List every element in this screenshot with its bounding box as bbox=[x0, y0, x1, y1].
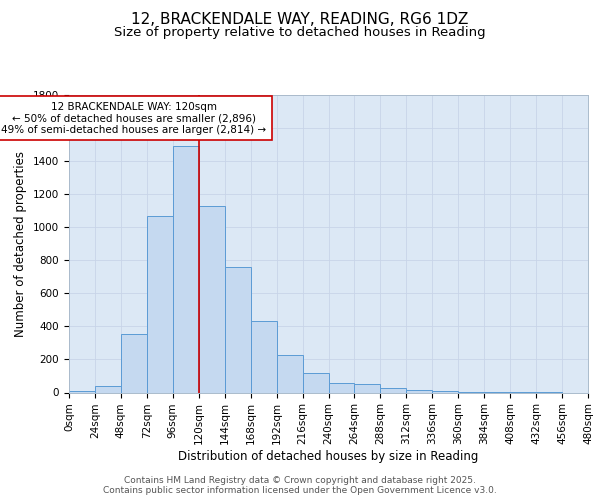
Bar bbox=[69, 391, 95, 392]
Bar bbox=[355, 384, 380, 392]
X-axis label: Distribution of detached houses by size in Reading: Distribution of detached houses by size … bbox=[178, 450, 479, 463]
Y-axis label: Number of detached properties: Number of detached properties bbox=[14, 151, 28, 337]
Bar bbox=[329, 384, 355, 392]
Text: Size of property relative to detached houses in Reading: Size of property relative to detached ho… bbox=[114, 26, 486, 39]
Bar bbox=[95, 386, 121, 392]
Bar bbox=[302, 374, 329, 392]
Bar bbox=[173, 146, 199, 392]
Bar bbox=[147, 216, 173, 392]
Text: 12 BRACKENDALE WAY: 120sqm
← 50% of detached houses are smaller (2,896)
49% of s: 12 BRACKENDALE WAY: 120sqm ← 50% of deta… bbox=[1, 102, 266, 135]
Bar bbox=[380, 388, 406, 392]
Bar bbox=[406, 390, 432, 392]
Bar bbox=[277, 356, 302, 393]
Bar bbox=[432, 391, 458, 392]
Bar bbox=[199, 206, 224, 392]
Text: Contains HM Land Registry data © Crown copyright and database right 2025.
Contai: Contains HM Land Registry data © Crown c… bbox=[103, 476, 497, 495]
Text: 12, BRACKENDALE WAY, READING, RG6 1DZ: 12, BRACKENDALE WAY, READING, RG6 1DZ bbox=[131, 12, 469, 28]
Bar bbox=[251, 320, 277, 392]
Bar bbox=[121, 334, 147, 392]
Bar bbox=[225, 267, 251, 392]
